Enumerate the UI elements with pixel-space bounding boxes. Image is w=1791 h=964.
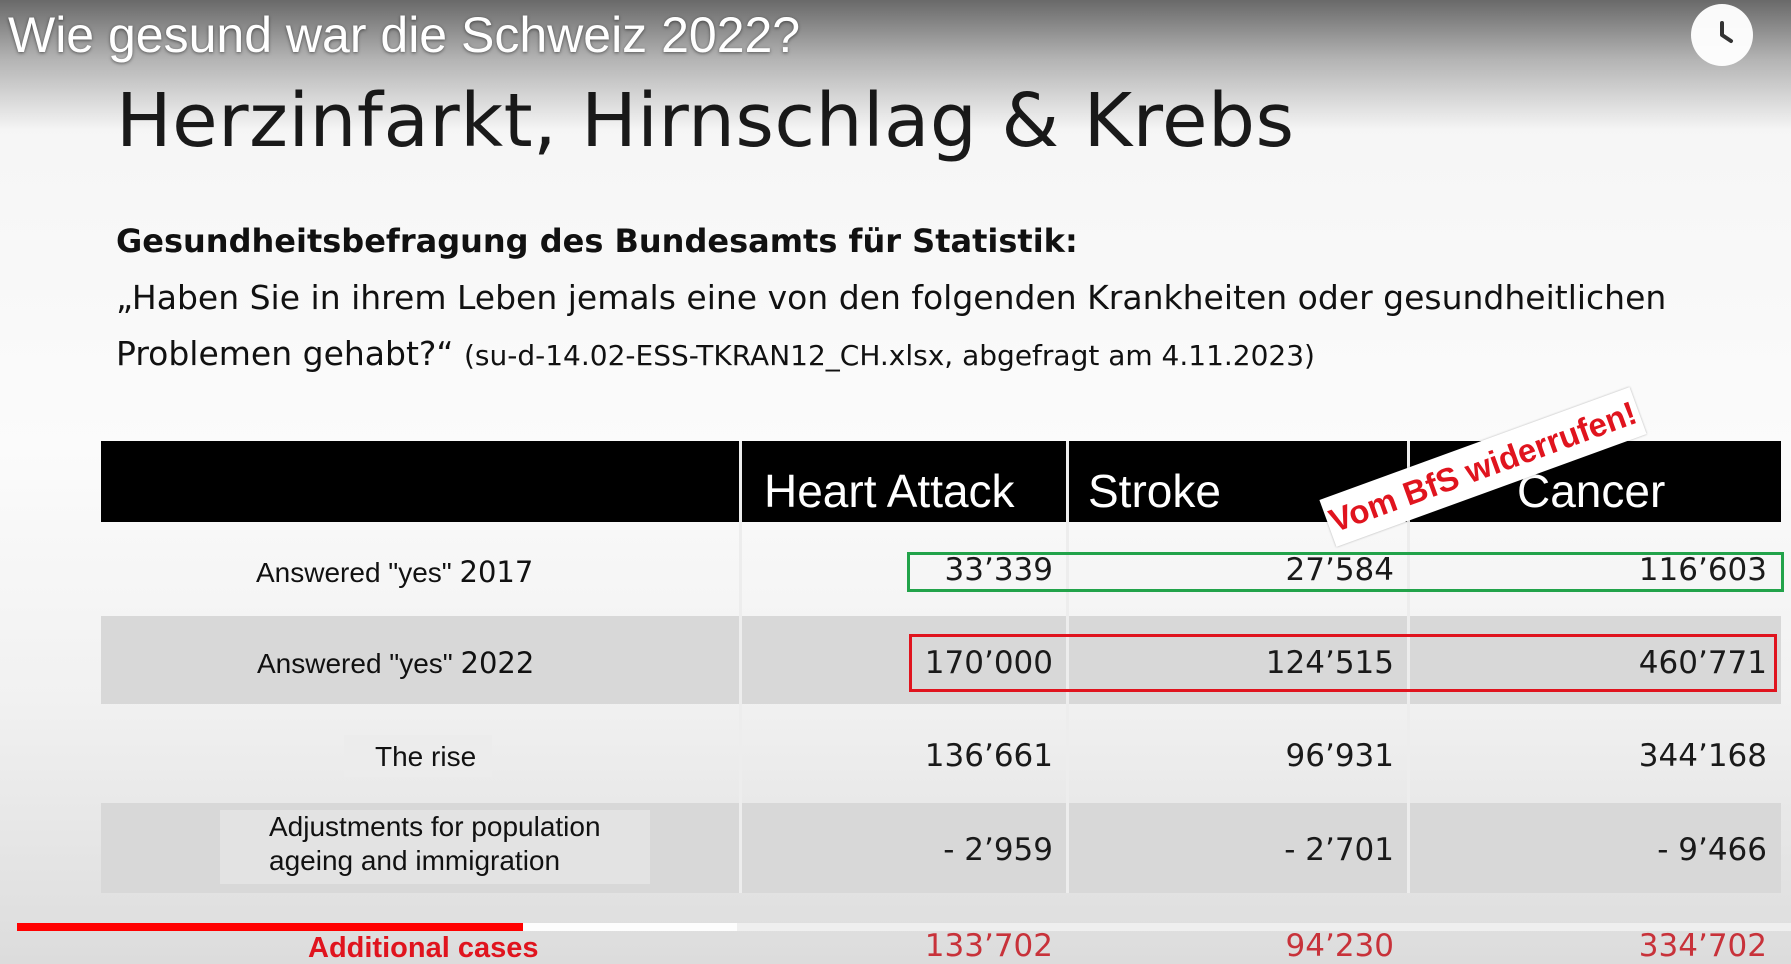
survey-heading: Gesundheitsbefragung des Bundesamts für … — [116, 222, 1078, 260]
label-background — [344, 735, 492, 777]
survey-question-line2: Problemen gehabt?“ (su-d-14.02-ESS-TKRAN… — [116, 334, 1315, 373]
row-label-2017: Answered "yes" 2017 — [256, 555, 533, 589]
row-label-line2: ageing and immigration — [269, 845, 561, 876]
cell-2022-heart-attack: 170’000 — [924, 645, 1053, 681]
cell-additional-cancer: 334’702 — [1638, 928, 1767, 964]
cell-additional-heart-attack: 133’702 — [924, 928, 1053, 964]
cell-rise-stroke: 96’931 — [1285, 738, 1394, 774]
cell-2022-stroke: 124’515 — [1265, 645, 1394, 681]
row-year: 2022 — [460, 646, 535, 680]
progress-played — [17, 923, 523, 931]
row-year: 2017 — [459, 555, 534, 589]
cell-adjust-stroke: - 2’701 — [1284, 832, 1394, 868]
column-divider — [1066, 803, 1069, 893]
label-background — [220, 810, 650, 884]
row-label-adjustments: Adjustments for population ageing and imm… — [269, 810, 601, 878]
row-label-rise: The rise — [375, 741, 477, 772]
survey-question-line1: „Haben Sie in ihrem Leben jemals eine vo… — [116, 278, 1667, 317]
row-label-additional: Additional cases — [308, 932, 539, 964]
cell-adjust-cancer: - 9’466 — [1657, 832, 1767, 868]
row-label-2022: Answered "yes" 2022 — [257, 646, 534, 680]
cell-rise-cancer: 344’168 — [1638, 738, 1767, 774]
column-header-cancer: Cancer — [1517, 465, 1666, 517]
cell-2017-cancer: 116’603 — [1638, 552, 1767, 588]
highlight-box-2017 — [907, 552, 1784, 592]
row-label-text: Answered "yes" — [256, 557, 460, 588]
column-divider — [1066, 616, 1069, 704]
row-label-text: Answered "yes" — [257, 648, 461, 679]
column-header-heart-attack: Heart Attack — [764, 465, 1015, 517]
cell-2017-heart-attack: 33’339 — [944, 552, 1053, 588]
cell-additional-stroke: 94’230 — [1285, 928, 1394, 964]
clock-icon — [1720, 21, 1733, 43]
survey-question-text: Problemen gehabt?“ — [116, 334, 464, 373]
progress-bar[interactable] — [17, 923, 1791, 931]
watch-later-button[interactable] — [1691, 4, 1753, 66]
video-title[interactable]: Wie gesund war die Schweiz 2022? — [8, 7, 801, 63]
highlight-box-2022 — [909, 634, 1777, 692]
column-divider — [739, 616, 742, 704]
column-divider — [1407, 803, 1410, 893]
cell-2017-stroke: 27’584 — [1285, 552, 1394, 588]
row-label-line1: Adjustments for population — [269, 811, 601, 842]
column-divider — [1407, 616, 1410, 704]
survey-source: (su-d-14.02-ESS-TKRAN12_CH.xlsx, abgefra… — [464, 339, 1315, 372]
cell-adjust-heart-attack: - 2’959 — [943, 832, 1053, 868]
cell-rise-heart-attack: 136’661 — [924, 738, 1053, 774]
column-header-stroke: Stroke — [1088, 465, 1221, 517]
title-shade — [0, 0, 1791, 130]
column-divider — [739, 803, 742, 893]
cell-2022-cancer: 460’771 — [1638, 645, 1767, 681]
